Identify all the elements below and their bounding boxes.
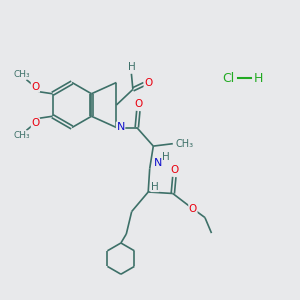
Text: O: O xyxy=(144,77,152,88)
Text: O: O xyxy=(189,203,197,214)
Text: CH₃: CH₃ xyxy=(13,70,30,79)
Text: CH₃: CH₃ xyxy=(175,139,193,149)
Text: O: O xyxy=(135,99,143,110)
Text: O: O xyxy=(31,118,40,128)
Text: H: H xyxy=(253,71,263,85)
Text: H: H xyxy=(151,182,159,192)
Text: CH₃: CH₃ xyxy=(13,131,30,140)
Text: N: N xyxy=(154,158,162,168)
Text: H: H xyxy=(162,152,170,162)
Text: H: H xyxy=(128,62,135,72)
Text: O: O xyxy=(31,82,40,92)
Text: N: N xyxy=(116,122,125,132)
Text: O: O xyxy=(171,165,179,176)
Text: Cl: Cl xyxy=(222,71,234,85)
